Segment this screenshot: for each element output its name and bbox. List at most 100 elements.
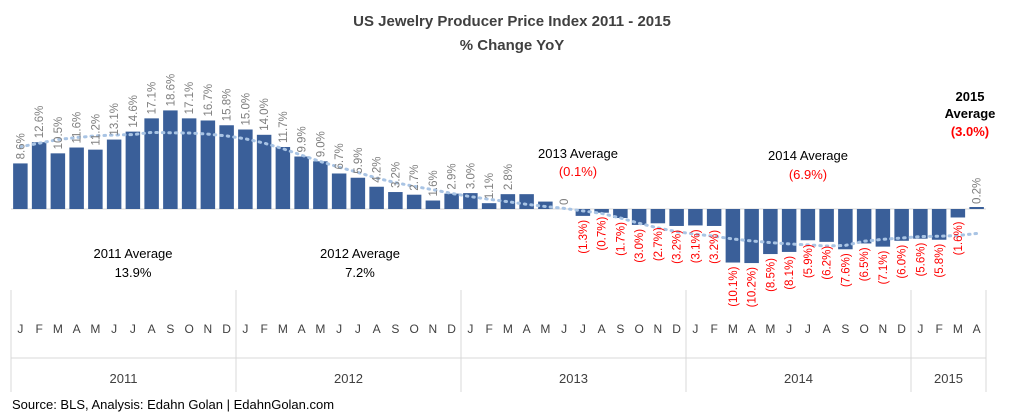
- trend-line: [18, 130, 979, 248]
- data-label: (6.5%): [859, 247, 871, 281]
- data-label: 13.1%: [109, 103, 121, 136]
- year-label: 2012: [334, 371, 363, 386]
- month-label: D: [222, 322, 231, 336]
- month-label: M: [53, 322, 63, 336]
- data-label: 9.9%: [297, 126, 309, 152]
- month-label: J: [17, 322, 23, 336]
- data-label: (3.2%): [672, 230, 684, 264]
- data-label: (10.2%): [747, 267, 759, 307]
- data-label: 14.6%: [128, 95, 140, 128]
- month-label: S: [166, 322, 174, 336]
- average-2014-title: 2014 Average: [768, 148, 848, 163]
- bar: [931, 209, 947, 240]
- data-label: (5.8%): [934, 244, 946, 278]
- month-label: S: [391, 322, 399, 336]
- bar: [331, 173, 347, 209]
- bar: [219, 125, 234, 209]
- bar: [69, 147, 84, 209]
- average-2014: 2014 Average (6.9%): [768, 148, 848, 182]
- month-label: J: [467, 322, 473, 336]
- month-label: M: [90, 322, 100, 336]
- bar: [725, 209, 741, 263]
- month-label: J: [336, 322, 342, 336]
- month-label: J: [130, 322, 136, 336]
- bar: [706, 209, 722, 226]
- data-label: 15.0%: [240, 93, 252, 126]
- chart-subtitle: % Change YoY: [460, 37, 564, 54]
- data-label: (1.3%): [578, 220, 590, 254]
- month-label: A: [73, 322, 81, 336]
- bar: [238, 129, 253, 209]
- month-label: N: [204, 322, 213, 336]
- bar: [88, 149, 103, 209]
- month-label: S: [616, 322, 624, 336]
- bar: [969, 207, 984, 209]
- bar: [781, 209, 797, 252]
- bar: [200, 120, 216, 209]
- bar: [650, 209, 666, 224]
- month-label: J: [692, 322, 698, 336]
- average-2012-value: 7.2%: [345, 265, 375, 280]
- month-label: D: [447, 322, 456, 336]
- month-label: A: [148, 322, 156, 336]
- data-label: (0.7%): [597, 217, 609, 251]
- month-label: M: [953, 322, 963, 336]
- bar: [613, 209, 628, 219]
- bar: [406, 194, 422, 209]
- data-label: 5.9%: [353, 148, 365, 174]
- data-label: 8.6%: [15, 133, 27, 159]
- bar: [294, 156, 309, 209]
- data-label: 12.6%: [34, 106, 46, 139]
- data-label: (8.5%): [765, 258, 777, 292]
- average-2013: 2013 Average (0.1%): [538, 146, 618, 179]
- month-label: J: [805, 322, 811, 336]
- month-label: J: [917, 322, 923, 336]
- bar: [950, 209, 966, 218]
- average-2015: 2015 Average (3.0%): [945, 89, 996, 139]
- bar: [819, 209, 834, 242]
- bar: [800, 209, 816, 241]
- month-label: O: [184, 322, 193, 336]
- data-label: 11.7%: [278, 111, 290, 143]
- data-label: 3.2%: [390, 162, 402, 188]
- bar: [125, 131, 141, 209]
- month-label: O: [409, 322, 418, 336]
- bar: [163, 110, 178, 209]
- bar: [144, 118, 159, 209]
- bar: [350, 177, 366, 209]
- data-label: (7.6%): [840, 253, 852, 287]
- month-label: M: [315, 322, 325, 336]
- data-label: 1.1%: [484, 173, 496, 199]
- data-label: 18.6%: [165, 74, 177, 107]
- data-label: (6.0%): [897, 245, 909, 279]
- data-label: (1.6%): [953, 221, 965, 255]
- month-label: A: [598, 322, 606, 336]
- month-label: J: [561, 322, 567, 336]
- month-label: A: [298, 322, 306, 336]
- average-2015-value: (3.0%): [951, 124, 989, 139]
- data-label: 4.2%: [372, 157, 384, 183]
- data-label: 17.1%: [184, 82, 196, 115]
- data-label: (1.7%): [615, 222, 627, 256]
- bar: [31, 142, 47, 209]
- data-label: 10.5%: [53, 117, 65, 150]
- month-label: M: [728, 322, 738, 336]
- year-label: 2015: [934, 371, 963, 386]
- year-label: 2013: [559, 371, 588, 386]
- month-label: S: [841, 322, 849, 336]
- bar: [13, 163, 28, 209]
- average-2011-value: 13.9%: [115, 265, 152, 280]
- bar: [875, 209, 891, 247]
- month-label: A: [373, 322, 381, 336]
- data-label: (8.1%): [784, 256, 796, 290]
- month-label: N: [429, 322, 438, 336]
- chart-title: US Jewelry Producer Price Index 2011 - 2…: [353, 13, 671, 30]
- average-2014-value: (6.9%): [789, 167, 827, 182]
- data-label: (3.1%): [690, 229, 702, 263]
- month-label: A: [523, 322, 531, 336]
- bar: [594, 209, 609, 213]
- average-2012-title: 2012 Average: [320, 246, 400, 261]
- month-label: O: [634, 322, 643, 336]
- bar: [763, 209, 778, 255]
